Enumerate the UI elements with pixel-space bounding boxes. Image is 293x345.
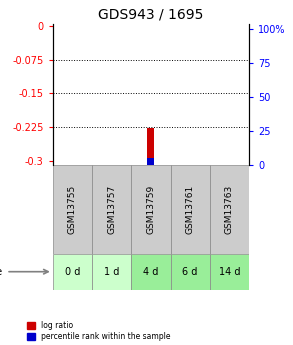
Bar <box>147 158 154 165</box>
FancyBboxPatch shape <box>131 165 171 254</box>
Bar <box>147 128 154 160</box>
FancyBboxPatch shape <box>210 254 249 290</box>
FancyBboxPatch shape <box>92 165 131 254</box>
FancyBboxPatch shape <box>171 165 210 254</box>
Legend: log ratio, percentile rank within the sample: log ratio, percentile rank within the sa… <box>27 321 171 341</box>
Text: 0 d: 0 d <box>65 267 80 277</box>
FancyBboxPatch shape <box>131 254 171 290</box>
Text: time: time <box>0 267 48 277</box>
Text: 14 d: 14 d <box>219 267 240 277</box>
Text: GSM13763: GSM13763 <box>225 185 234 234</box>
Text: GSM13757: GSM13757 <box>107 185 116 234</box>
FancyBboxPatch shape <box>92 254 131 290</box>
Text: GSM13755: GSM13755 <box>68 185 77 234</box>
Text: 4 d: 4 d <box>143 267 159 277</box>
Text: GSM13761: GSM13761 <box>186 185 195 234</box>
FancyBboxPatch shape <box>53 165 92 254</box>
FancyBboxPatch shape <box>171 254 210 290</box>
Text: 1 d: 1 d <box>104 267 119 277</box>
Title: GDS943 / 1695: GDS943 / 1695 <box>98 8 204 22</box>
FancyBboxPatch shape <box>53 254 92 290</box>
Text: GSM13759: GSM13759 <box>146 185 155 234</box>
FancyBboxPatch shape <box>210 165 249 254</box>
Text: 6 d: 6 d <box>183 267 198 277</box>
